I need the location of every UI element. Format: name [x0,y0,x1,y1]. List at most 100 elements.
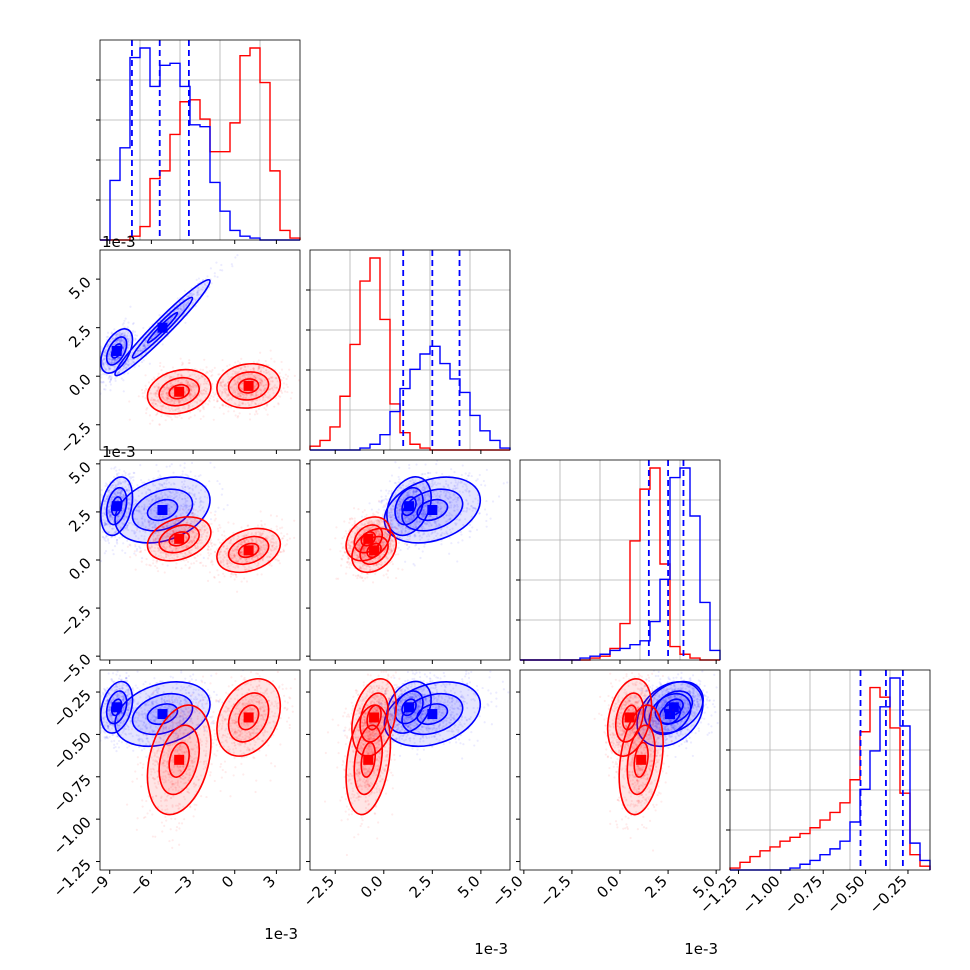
scatter-point [208,397,211,400]
scatter-point [123,470,126,473]
scatter-point [145,339,148,343]
scatter-point [189,397,192,401]
scatter-point [144,397,147,400]
scatter-point [202,389,205,392]
scatter-point [181,361,184,364]
scatter-point [183,307,186,310]
scatter-point [124,362,127,366]
scatter-point [177,400,180,404]
scatter-point [184,473,187,476]
scatter-point [282,376,285,379]
scatter-point [118,331,121,334]
scatter-point [153,398,156,401]
scatter-point [120,332,123,335]
scatter-point [162,390,165,393]
scatter-point [122,390,125,393]
scatter-point [191,293,195,296]
scatter-point [122,341,125,344]
scatter-point [143,481,146,484]
scatter-point [186,389,189,392]
scatter-point [290,391,294,394]
scatter-point [221,269,224,272]
scatter-point [240,580,243,583]
scatter-point [166,396,169,400]
scatter-point [155,384,158,387]
scatter-point [124,343,127,346]
scatter-point [122,350,125,353]
scatter-point [183,462,186,465]
scatter-point [142,344,145,348]
scatter-point [182,304,185,307]
scatter-point [165,391,168,394]
scatter-point [166,399,169,402]
scatter-point [129,358,132,361]
scatter-point [165,392,169,395]
scatter-point [114,466,117,469]
scatter-point [133,361,136,364]
scatter-point [124,471,127,475]
scatter-point [140,354,143,357]
scatter-point [143,548,147,552]
scatter-point [189,385,192,388]
scatter-point [127,343,130,346]
scatter-point [174,379,177,383]
scatter-point [129,544,132,547]
scatter-point [171,366,175,369]
scatter-point [202,406,205,409]
scatter-point [182,378,185,381]
scatter-point [199,417,202,421]
scatter-point [156,412,159,416]
scatter-point [157,386,160,389]
scatter-point [170,385,173,388]
scatter-point [116,358,119,361]
scatter-point [203,283,206,286]
scatter-point [134,333,137,337]
scatter-point [227,405,230,408]
scatter-point [102,353,105,357]
scatter-point [155,463,158,467]
scatter-point [188,292,191,295]
scatter-point [201,374,204,378]
scatter-point [260,573,263,576]
scatter-point [155,389,158,392]
scatter-point [184,381,188,385]
scatter-point [103,552,106,555]
scatter-point [105,369,108,372]
scatter-point [173,310,176,313]
scatter-point [229,575,232,578]
scatter-point [104,384,108,387]
scatter-point [177,399,181,402]
scatter-point [210,375,213,378]
scatter-point [185,302,188,305]
scatter-point [213,275,216,278]
scatter-point [173,402,176,406]
scatter-point [171,400,174,403]
scatter-point [226,365,229,368]
scatter-point [111,338,114,341]
scatter-point [181,508,184,511]
scatter-point [199,553,202,556]
scatter-point [96,352,98,354]
scatter-point [278,372,281,375]
scatter-point [176,297,179,300]
scatter-point [114,379,117,382]
scatter-point [110,361,114,364]
scatter-point [199,368,202,371]
scatter-point [104,484,107,488]
scatter-point [166,414,169,418]
scatter-point [288,368,291,371]
scatter-point [133,552,136,555]
scatter-point [196,291,199,294]
scatter-point [224,404,227,407]
scatter-point [151,419,154,422]
scatter-point [186,295,189,298]
scatter-point [232,410,236,413]
scatter-point [114,377,117,380]
scatter-point [208,369,211,373]
scatter-point [216,275,219,279]
scatter-point [115,341,119,344]
scatter-point [162,392,165,396]
scatter-point [199,384,202,387]
scatter-point [211,374,214,377]
scatter-point [105,368,108,371]
